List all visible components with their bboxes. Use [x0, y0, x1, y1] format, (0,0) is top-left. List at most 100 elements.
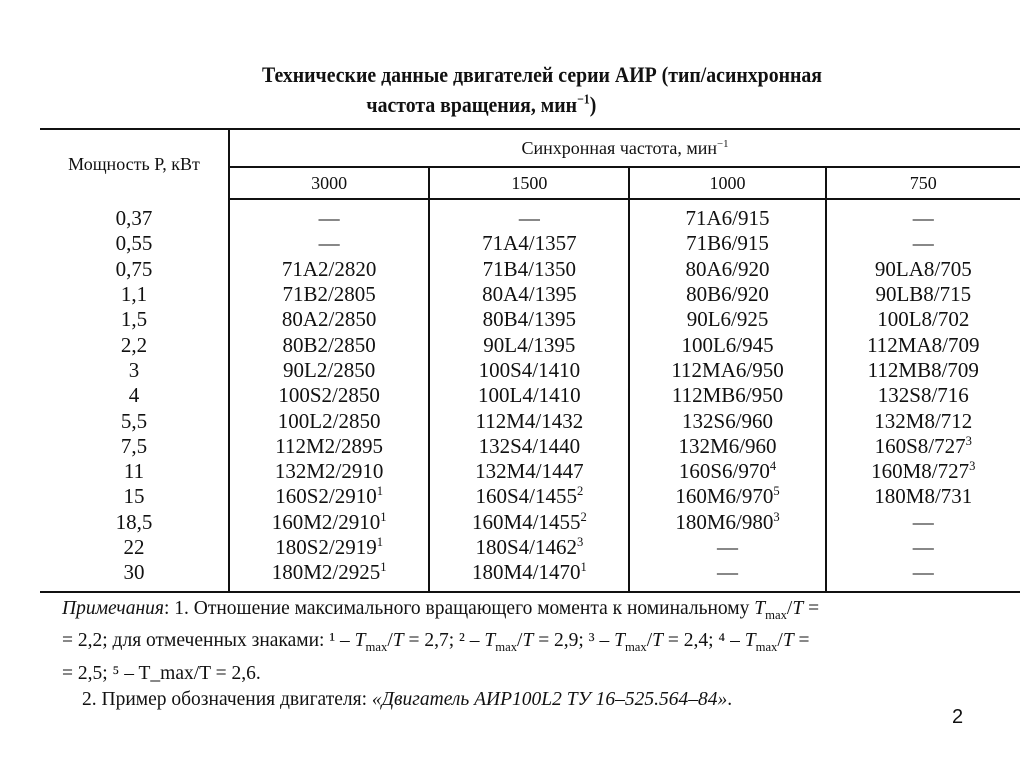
motor-cell: 180S4/14623: [429, 534, 631, 561]
motor-type: 132S6/960: [682, 408, 774, 433]
motor-cell: 132S8/716: [826, 383, 1020, 408]
notes-example: «Двигатель АИР100L2 ТУ 16–525.564–84»: [371, 689, 728, 711]
motor-type: 90L6/925: [686, 307, 769, 332]
motor-type: 71A2/2820: [281, 256, 377, 281]
table-row: 0,75 71A2/2820 71B4/1350 80A6/920 90LA8/705: [40, 256, 1020, 282]
motor-type: 80B2/2850: [282, 332, 376, 357]
notes-example-label: 2. Пример обозначения двигателя:: [82, 689, 372, 711]
motor-type: 160S4/1455: [475, 484, 577, 509]
power-cell: 2,2: [40, 332, 230, 358]
motor-type: 100L8/702: [877, 307, 970, 332]
power-cell: 18,5: [40, 509, 230, 535]
motor-type: 132M8/712: [874, 408, 973, 433]
power-cell: 7,5: [40, 433, 230, 459]
title-end: ): [589, 92, 597, 117]
motor-cell: 71A2/2820: [229, 256, 431, 282]
motor-type: —: [912, 535, 934, 559]
motor-cell: 112MB6/950: [629, 383, 827, 409]
power-cell: 1,1: [40, 281, 230, 308]
motor-cell: 180M4/14701: [429, 560, 631, 594]
motor-cell: 132S4/1440: [429, 433, 631, 459]
motor-type: 90L4/1395: [483, 332, 576, 357]
footnote-mark: 5: [773, 484, 780, 499]
notes: Примечания: 1. Отношение максимального в…: [62, 596, 1022, 714]
power-cell: 4: [40, 383, 230, 409]
motor-type: 132S8/716: [877, 383, 969, 408]
motor-cell: 80A2/2850: [229, 307, 431, 333]
motor-cell: 180M6/9803: [629, 509, 827, 535]
motor-cell: 100L2/2850: [229, 408, 431, 434]
motor-type: 80B6/920: [686, 282, 769, 307]
freq-header: 1500: [429, 167, 631, 200]
motor-cell: —: [429, 199, 631, 232]
motor-type: —: [912, 206, 934, 231]
sync-frequency-header: Синхронная частота, мин−1: [229, 128, 1020, 168]
motor-cell: 71B2/2805: [229, 281, 431, 308]
motor-cell: —: [826, 510, 1020, 535]
motor-type: 80A4/1395: [482, 282, 577, 307]
motor-type: —: [912, 560, 934, 585]
power-cell: 11: [40, 458, 230, 485]
motor-cell: 160M8/7273: [826, 459, 1020, 484]
notes-label: Примечания: [62, 598, 164, 619]
power-header: Мощность P, кВт: [40, 128, 230, 199]
freq-header: 1000: [629, 167, 827, 200]
footnote-mark: 4: [769, 459, 777, 474]
motor-cell: 90LB8/715: [826, 282, 1020, 307]
motor-cell: 160S4/14552: [429, 484, 631, 510]
table-row: 3 90L2/2850 100S4/1410 112MA6/950 112MB8/709: [40, 357, 1020, 384]
motor-type: —: [318, 231, 340, 256]
power-cell: 0,37: [40, 199, 230, 232]
motor-cell: —: [826, 231, 1020, 256]
motor-type: 180S2/2919: [275, 535, 377, 559]
motor-type: 80A2/2850: [281, 307, 377, 332]
table-row: 0,37 — — 71A6/915 —: [40, 199, 1020, 232]
motor-cell: 160S6/9704: [629, 458, 827, 485]
table-row: 1,5 80A2/2850 80B4/1395 90L6/925 100L8/702: [40, 307, 1020, 333]
motor-type: 112M4/1432: [475, 408, 584, 433]
notes-end: .: [727, 689, 733, 711]
table-row: 1,1 71B2/2805 80A4/1395 80B6/920 90LB8/715: [40, 281, 1020, 308]
title-line-1: Технические данные двигателей серии АИР …: [262, 62, 823, 87]
power-cell: 0,75: [40, 256, 230, 282]
power-cell: 30: [40, 560, 230, 594]
footnote-mark: 3: [965, 433, 972, 448]
motor-type: 180S4/1462: [475, 535, 577, 559]
footnote-mark: 1: [376, 535, 384, 549]
document-title: Технические данные двигателей серии АИР …: [262, 60, 822, 120]
freq-header: 3000: [229, 167, 431, 200]
notes-text-1: : 1. Отношение максимального вращающего …: [163, 598, 820, 622]
footnote-mark: 3: [969, 459, 976, 474]
motor-cell: 80B2/2850: [229, 332, 431, 358]
motor-type: 71B6/915: [686, 231, 769, 256]
notes-line-3: = 2,5; ⁵ – T_max/T = 2,6.: [62, 662, 261, 684]
motor-cell: 160M4/14552: [429, 509, 631, 535]
notes-line-1: Примечания: 1. Отношение максимального в…: [62, 596, 1022, 628]
footnote-mark: 2: [576, 484, 584, 499]
motor-type: 100S4/1410: [478, 357, 581, 382]
notes-line-4: 2. Пример обозначения двигателя: «Двигат…: [62, 687, 1022, 714]
power-cell: 15: [40, 484, 230, 510]
table-row: 4 100S2/2850 100L4/1410 112MB6/950 132S8/716: [40, 383, 1020, 409]
motor-cell: —: [629, 560, 827, 594]
motor-cell: —: [826, 199, 1020, 231]
footnote-mark: 3: [576, 535, 584, 549]
motor-type: 160S6/970: [678, 459, 770, 484]
motor-type: 180M4/1470: [471, 560, 581, 585]
footnote-mark: 1: [380, 560, 387, 575]
motor-cell: 112MA6/950: [629, 357, 827, 384]
motor-cell: 160S8/7273: [826, 434, 1020, 459]
motor-type: 112MA6/950: [671, 357, 784, 382]
motor-cell: 180S2/29191: [229, 534, 431, 561]
motor-type: 100L4/1410: [478, 383, 581, 408]
motor-cell: 100L8/702: [826, 307, 1020, 332]
motor-cell: —: [229, 231, 431, 257]
motor-type: —: [318, 206, 340, 231]
table-row: 11 132M2/2910 132M4/1447 160S6/9704 160M8/72…: [40, 458, 1020, 485]
sync-header-sup: −1: [716, 137, 729, 150]
motor-cell: 80B6/920: [629, 281, 827, 308]
footnote-mark: 2: [580, 509, 587, 524]
notes-line-2: = 2,2; для отмеченных знаками: ¹ – Tmax/…: [62, 630, 810, 655]
motor-type: 100L2/2850: [277, 408, 381, 433]
motor-cell: 71A6/915: [629, 199, 827, 232]
